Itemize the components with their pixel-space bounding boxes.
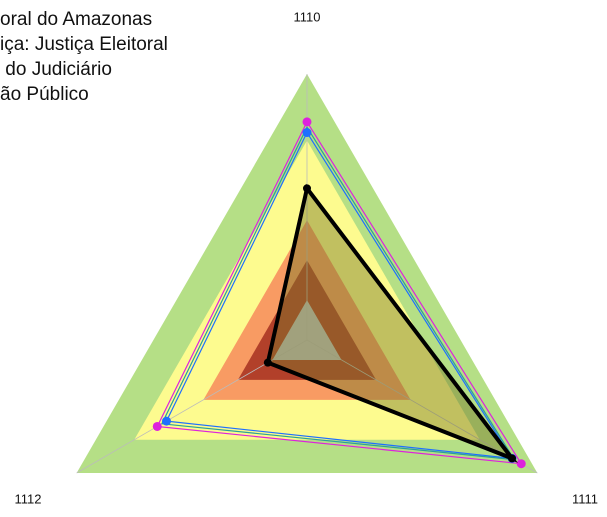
axis-label: 1111 [572,491,598,506]
series-point [152,421,162,431]
series-point [302,117,312,127]
legend-label: do Judiciário [0,59,112,80]
axis-label: 1112 [15,491,42,506]
series-point [263,358,272,367]
spoke [306,339,538,474]
series-line [165,131,514,460]
series-point [516,459,526,469]
series-line [265,183,518,463]
series-line [160,125,516,461]
legend-label: iça: Justiça Eleitoral [0,34,168,55]
legend-label: ão Público [0,84,89,105]
series-point [161,416,171,426]
series-point [302,128,312,138]
legend-label: oral do Amazonas [0,9,152,30]
axis-label: 1110 [294,9,321,24]
series-point [303,184,311,193]
series-line [156,120,523,465]
series-point [508,454,517,463]
